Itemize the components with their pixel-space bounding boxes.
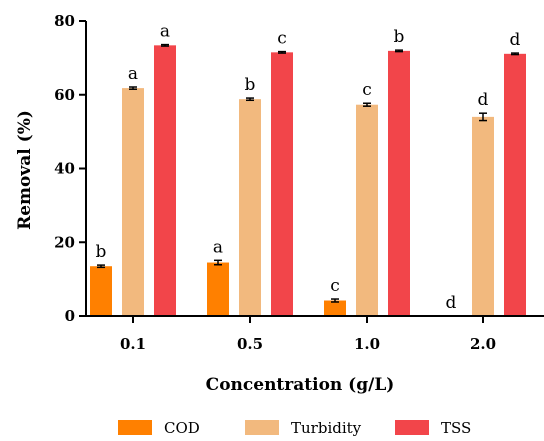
legend: COD Turbidity TSS bbox=[118, 419, 471, 437]
legend-swatch-cod bbox=[118, 420, 152, 435]
bar-turbidity-0_5 bbox=[239, 99, 261, 316]
significance-label-cod-1_0: c bbox=[330, 276, 340, 296]
bar-turbidity-2_0 bbox=[472, 116, 494, 316]
bar-turbidity-1_0 bbox=[356, 104, 378, 316]
y-tick-label-20: 20 bbox=[54, 233, 75, 251]
significance-label-cod-0_5: a bbox=[213, 237, 223, 257]
significance-label-turbidity-0_5: b bbox=[245, 75, 256, 95]
y-tick-label-80: 80 bbox=[54, 12, 75, 30]
legend-label-cod: COD bbox=[164, 419, 200, 437]
legend-swatch-turbidity bbox=[245, 420, 279, 435]
error-bar-turbidity-0_1 bbox=[129, 86, 137, 90]
error-bar-tss-1_0 bbox=[395, 49, 403, 53]
legend-label-turbidity: Turbidity bbox=[291, 419, 362, 437]
significance-label-cod-0_1: b bbox=[96, 242, 107, 262]
bar-tss-0_5 bbox=[271, 52, 293, 316]
bar-tss-1_0 bbox=[388, 50, 410, 317]
legend-item-turbidity: Turbidity bbox=[245, 419, 362, 437]
bar-cod-1_0 bbox=[324, 300, 346, 316]
error-bar-turbidity-1_0 bbox=[363, 102, 371, 107]
legend-swatch-tss bbox=[395, 420, 429, 435]
legend-label-tss: TSS bbox=[441, 419, 471, 437]
x-tick-label-2_0: 2.0 bbox=[470, 335, 496, 353]
error-bar-cod-1_0 bbox=[331, 298, 339, 303]
x-tick-label-0_5: 0.5 bbox=[237, 335, 263, 353]
bars-layer: b a c d a b c d a c b d bbox=[90, 22, 526, 317]
bar-turbidity-0_1 bbox=[122, 88, 144, 316]
bar-cod-0_1 bbox=[90, 266, 112, 316]
y-axis-title: Removal (%) bbox=[15, 110, 35, 230]
significance-label-turbidity-1_0: c bbox=[362, 80, 372, 100]
x-axis-title: Concentration (g/L) bbox=[206, 375, 395, 395]
error-bar-tss-2_0 bbox=[511, 52, 519, 56]
significance-label-tss-1_0: b bbox=[394, 27, 405, 47]
significance-label-tss-2_0: d bbox=[510, 30, 521, 50]
significance-label-cod-2_0: d bbox=[446, 293, 457, 313]
bar-tss-2_0 bbox=[504, 53, 526, 316]
bar-tss-0_1 bbox=[154, 45, 176, 317]
axes-layer: 0 20 40 60 80 0.1 0.5 1.0 2.0 bbox=[54, 12, 544, 353]
error-bar-tss-0_1 bbox=[161, 43, 169, 47]
y-tick-label-0: 0 bbox=[65, 307, 75, 325]
error-bar-cod-0_5 bbox=[214, 259, 222, 266]
y-tick-label-60: 60 bbox=[54, 86, 75, 104]
x-tick-label-0_1: 0.1 bbox=[120, 335, 146, 353]
error-bar-cod-0_1 bbox=[97, 264, 105, 269]
legend-item-tss: TSS bbox=[395, 419, 471, 437]
error-bar-turbidity-0_5 bbox=[246, 97, 254, 102]
legend-item-cod: COD bbox=[118, 419, 200, 437]
error-bar-tss-0_5 bbox=[278, 50, 286, 54]
bar-cod-0_5 bbox=[207, 262, 229, 316]
significance-label-tss-0_1: a bbox=[160, 22, 170, 42]
significance-label-turbidity-0_1: a bbox=[128, 64, 138, 84]
x-tick-label-1_0: 1.0 bbox=[354, 335, 380, 353]
y-tick-label-40: 40 bbox=[54, 160, 75, 178]
significance-label-turbidity-2_0: d bbox=[478, 90, 489, 110]
significance-label-tss-0_5: c bbox=[277, 29, 287, 49]
error-bar-turbidity-2_0 bbox=[479, 112, 487, 122]
